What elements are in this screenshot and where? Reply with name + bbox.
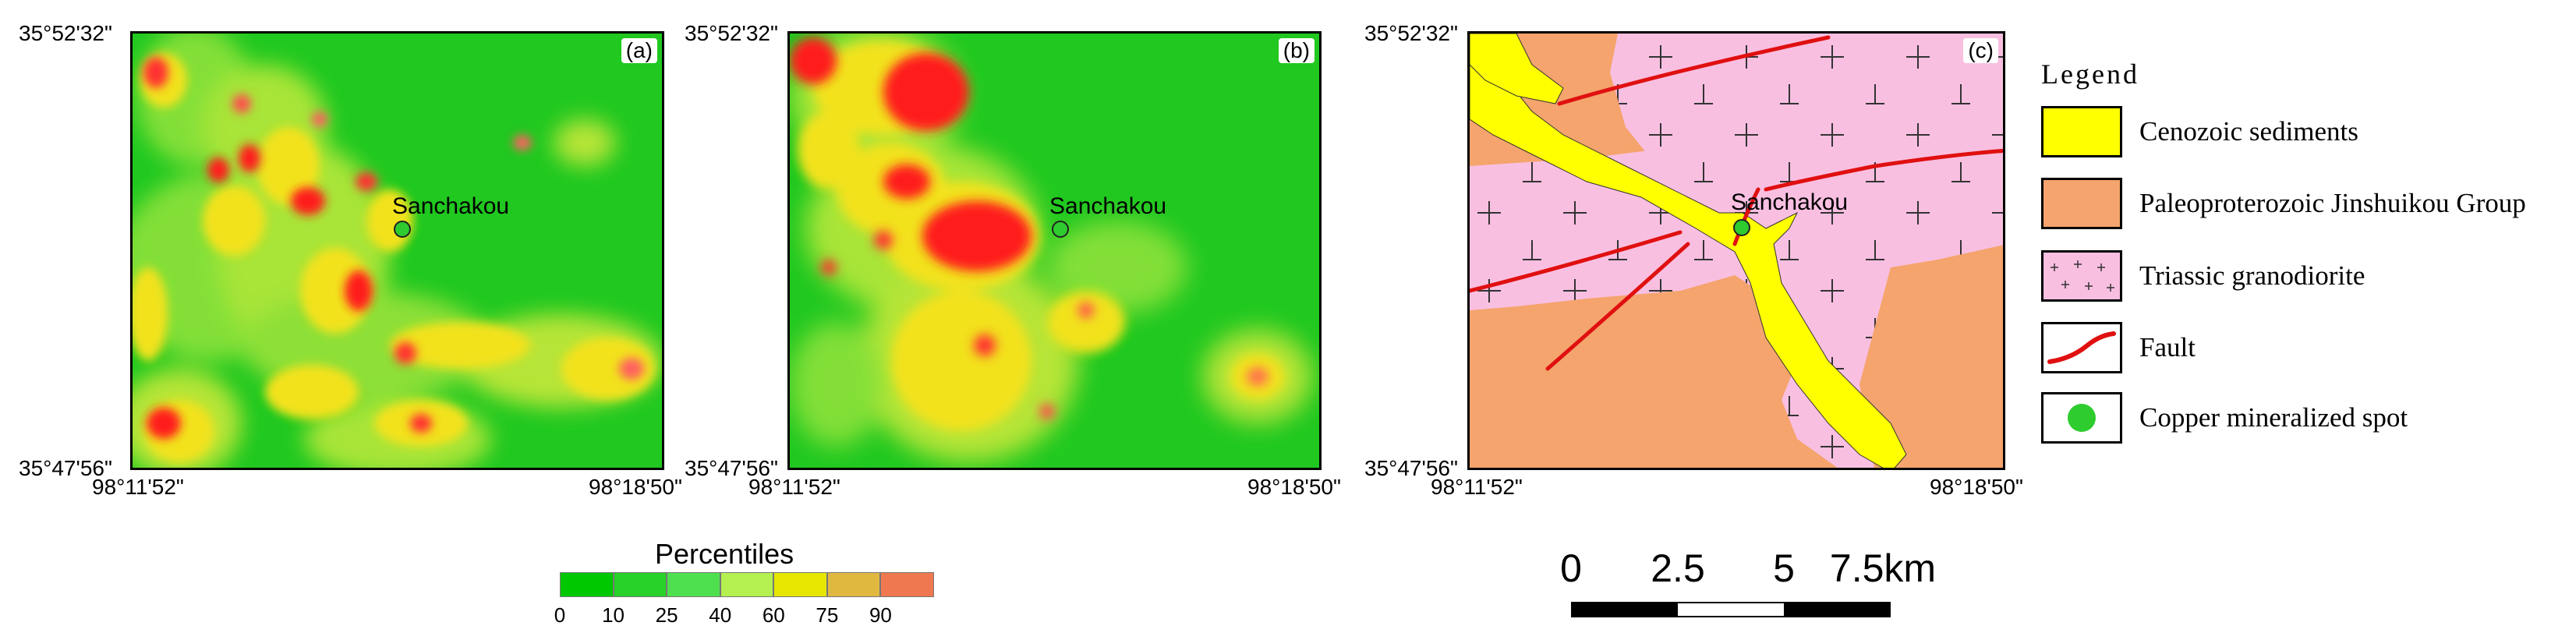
granodiorite-swatch [2041, 250, 2122, 302]
lon-right-c: 98°18'50" [1930, 475, 2023, 499]
panel-label-b: (b) [1278, 38, 1315, 63]
lat-top-b: 35°52'32" [685, 21, 778, 45]
colorbar-tick-label: 10 [602, 603, 625, 627]
cenozoic-swatch [2041, 106, 2122, 157]
map-panel-b: (b) Sanchakou [787, 31, 1322, 470]
lat-bottom-b: 35°47'56" [685, 456, 778, 480]
legend-item-granodiorite: Triassic granodiorite [2041, 248, 2365, 304]
copper-swatch [2041, 392, 2122, 444]
mineralized-spot-c [1733, 219, 1750, 236]
lon-right-b: 98°18'50" [1247, 475, 1341, 499]
colorbar-ticks: 0 10 25 40 60 75 90 [554, 572, 934, 627]
colorbar: Percentiles 0 10 25 40 60 75 90 [554, 538, 934, 631]
legend-label: Triassic granodiorite [2139, 260, 2365, 291]
lon-left-a: 98°11'52" [92, 475, 184, 499]
lat-bottom-c: 35°47'56" [1364, 456, 1458, 480]
fault-swatch [2041, 322, 2122, 373]
colorbar-tick-label: 25 [655, 603, 678, 627]
scalebar-label: 2.5 [1651, 546, 1705, 590]
colorbar-cell [826, 572, 881, 597]
colorbar-cell [880, 572, 934, 597]
legend-item-cenozoic: Cenozoic sediments [2041, 104, 2358, 160]
mineralized-spot-b [1052, 221, 1069, 238]
legend-label: Copper mineralized spot [2139, 402, 2408, 433]
scalebar-label: 0 [1560, 546, 1582, 590]
scalebar-seg-3 [1783, 603, 1889, 616]
mineralized-spot-a [394, 221, 411, 238]
lon-left-b: 98°11'52" [748, 475, 840, 499]
colorbar-cell [613, 572, 667, 597]
colorbar-cell [667, 572, 720, 597]
lon-right-a: 98°18'50" [589, 475, 682, 499]
lat-top-c: 35°52'32" [1364, 21, 1458, 45]
colorbar-cell [720, 572, 774, 597]
jinshuikou-swatch [2041, 178, 2122, 229]
scalebar: 0 2.5 5 7.5km [1560, 546, 1936, 631]
scalebar-seg-2 [1678, 603, 1784, 616]
colorbar-tick-label: 75 [816, 603, 839, 627]
scalebar-seg-1 [1573, 603, 1679, 616]
legend-item-fault: Fault [2041, 320, 2196, 376]
scalebar-label: 7.5km [1829, 546, 1937, 590]
colorbar-cells [560, 572, 934, 597]
legend-title: Legend [2041, 58, 2139, 90]
colorbar-tick-label: 60 [762, 603, 785, 627]
map-panel-c: (c) Sanchakou [1467, 31, 2005, 470]
lat-bottom-a: 35°47'56" [19, 456, 112, 480]
scalebar-label: 5 [1773, 546, 1795, 590]
lat-top-a: 35°52'32" [19, 21, 112, 45]
legend-label: Fault [2139, 332, 2196, 362]
legend-label: Cenozoic sediments [2139, 116, 2358, 147]
colorbar-tick-label: 0 [554, 603, 566, 627]
colorbar-cell [773, 572, 827, 597]
colorbar-cell [560, 572, 614, 597]
prospectivity-map-b [790, 34, 1319, 468]
colorbar-tick-label: 90 [869, 603, 892, 627]
site-label-b: Sanchakou [1049, 193, 1167, 219]
prospectivity-map-a [133, 34, 662, 468]
lon-left-c: 98°11'52" [1431, 475, 1523, 499]
legend-item-copper: Copper mineralized spot [2041, 390, 2408, 446]
geology-map-c [1470, 34, 2003, 468]
colorbar-title: Percentiles [655, 538, 794, 570]
legend-label: Paleoproterozoic Jinshuikou Group [2139, 188, 2526, 218]
site-label-c: Sanchakou [1731, 189, 1849, 215]
map-panel-a: (a) Sanchakou [130, 31, 664, 470]
legend-item-jinshuikou: Paleoproterozoic Jinshuikou Group [2041, 175, 2526, 232]
panel-label-a: (a) [621, 38, 657, 63]
panel-label-c: (c) [1963, 38, 1998, 63]
site-label-a: Sanchakou [392, 193, 510, 219]
scalebar-bar [1571, 602, 1891, 617]
scalebar-labels: 0 2.5 5 7.5km [1560, 546, 1936, 592]
colorbar-tick-label: 40 [709, 603, 732, 627]
